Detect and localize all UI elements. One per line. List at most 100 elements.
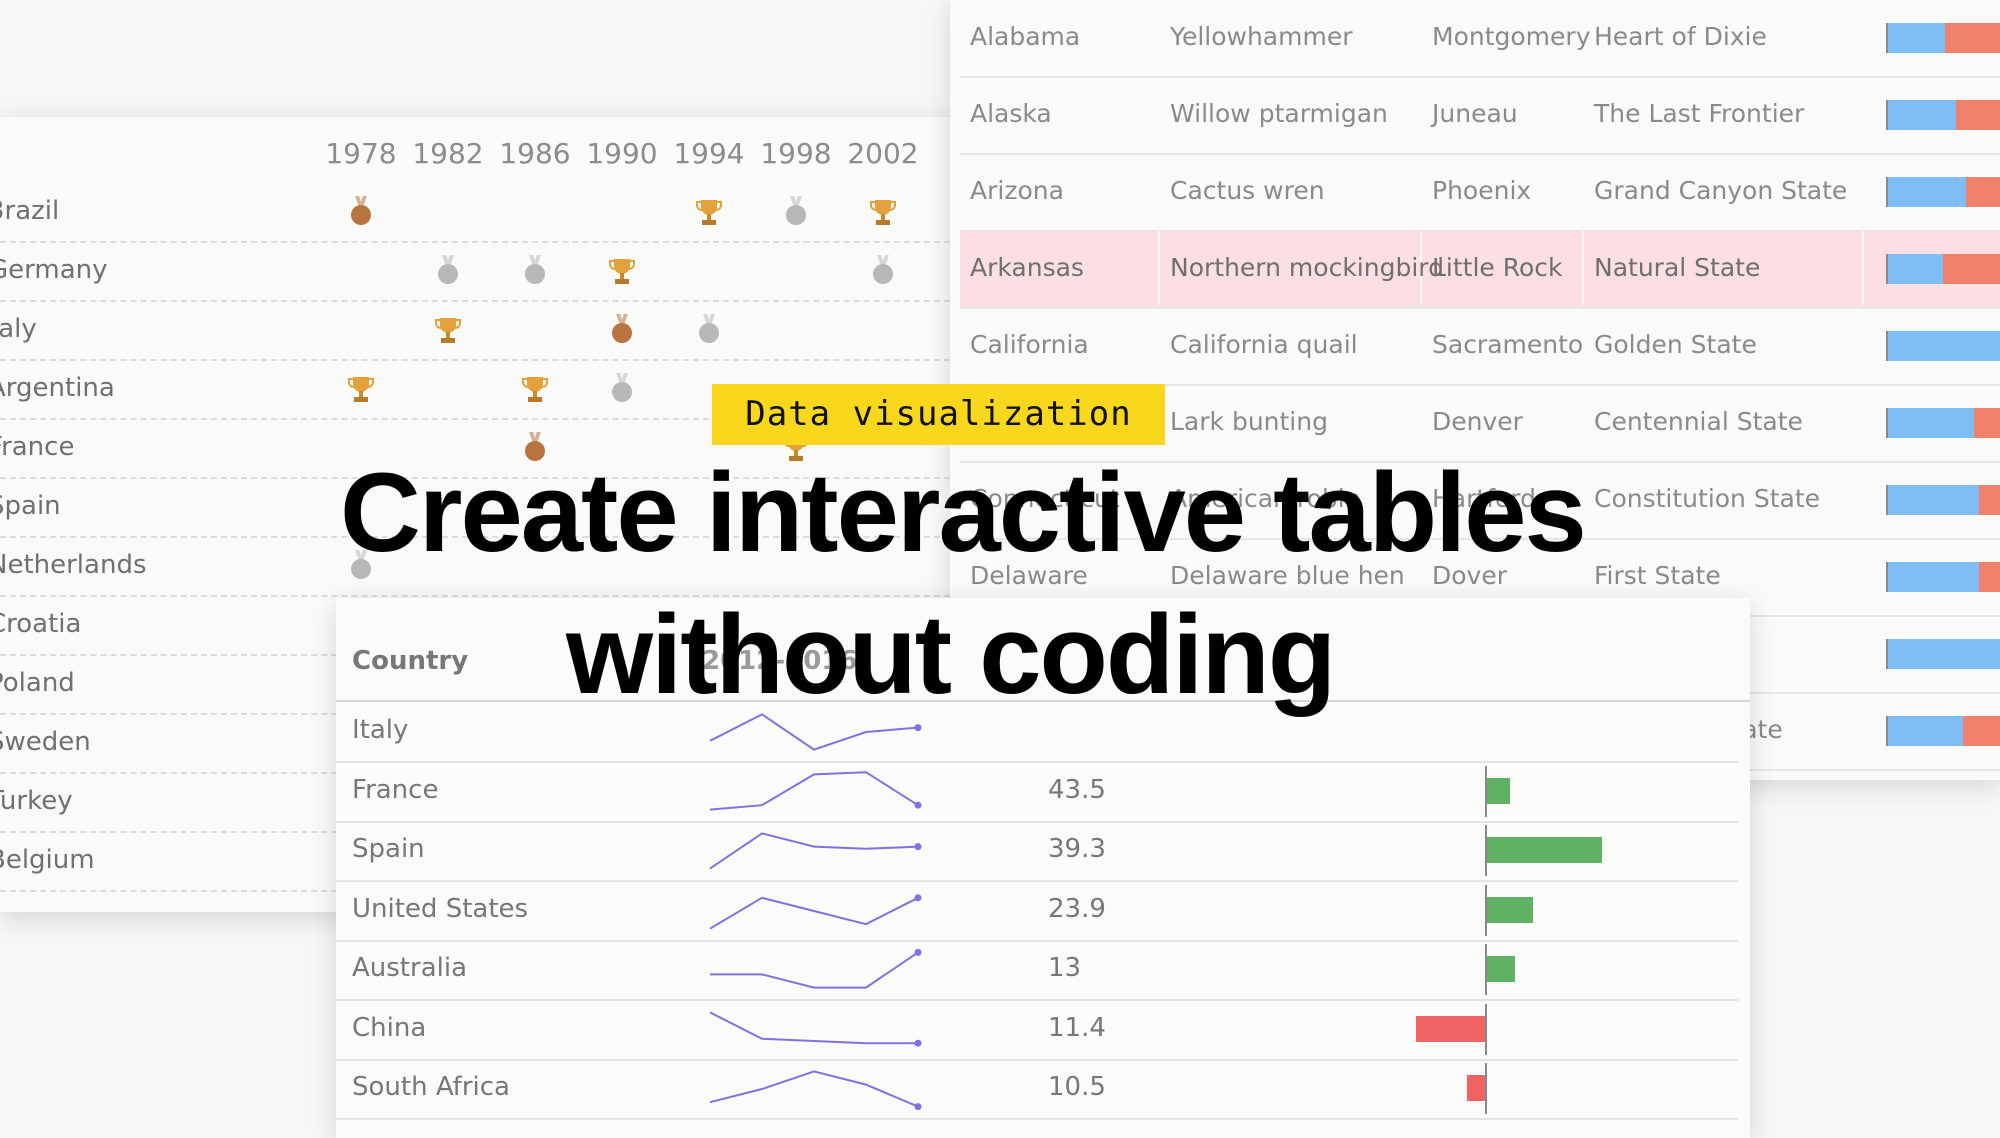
silver-medal-icon (786, 205, 806, 225)
year-header[interactable]: 1998 (760, 137, 832, 170)
trophy-icon (609, 259, 635, 284)
sparkline-path (709, 896, 919, 929)
world-cup-row[interactable]: France (0, 418, 960, 479)
world-cup-row[interactable]: 3razil (0, 182, 960, 243)
country-column-header[interactable]: Country (352, 646, 469, 676)
sparkline-path (709, 1070, 919, 1108)
sparkline-end-dot (914, 801, 922, 809)
sparkline-end-dot (914, 893, 922, 901)
country-row[interactable]: Spain 39.3 (336, 821, 1738, 882)
world-cup-row[interactable]: Germany (0, 241, 960, 302)
country-name: Italy (352, 715, 409, 745)
country-row[interactable]: China 11.4 (336, 1000, 1738, 1061)
world-cup-row[interactable]: Netherlands (0, 536, 960, 597)
bronze-medal-icon (351, 205, 371, 225)
bird-cell: Lark bunting (1170, 407, 1328, 436)
nickname-cell: Golden State (1594, 330, 1757, 359)
trophy-icon (348, 377, 374, 402)
sparkline-end-dot (914, 1039, 922, 1047)
sparkline-path (709, 832, 919, 870)
stacked-bar (1886, 177, 2000, 207)
bird-cell: Delaware blue hen (1170, 561, 1405, 590)
country-row[interactable]: South Africa 10.5 (336, 1059, 1738, 1120)
world-cup-row[interactable]: Spain (0, 477, 960, 538)
year-header[interactable]: 1986 (499, 137, 571, 170)
blue-segment (1888, 331, 2000, 361)
capital-cell: Little Rock (1422, 231, 1584, 305)
state-row[interactable]: Alabama Yellowhammer Montgomery Heart of Di… (960, 0, 2000, 78)
red-segment (1963, 716, 2000, 746)
stacked-bar (1886, 408, 2000, 438)
world-cup-row[interactable]: Argentina (0, 359, 960, 420)
state-cell: Connecticut (970, 484, 1120, 513)
sparkline (709, 832, 922, 870)
country-name: United States (352, 893, 529, 924)
country-label: France (0, 432, 75, 462)
nickname-cell: Heart of Dixie (1594, 22, 1767, 51)
bronze-medal-icon (525, 441, 545, 461)
sparkline-column-header[interactable]: 2012-2016 (702, 646, 858, 676)
value-cell: 13 (1048, 953, 1082, 983)
sparkline (709, 893, 922, 929)
bird-cell: Cactus wren (1170, 176, 1325, 205)
state-cell: Delaware (970, 561, 1088, 590)
stacked-bar (1886, 331, 2000, 361)
blue-segment (1888, 100, 1956, 130)
country-row[interactable]: United States 23.9 (336, 881, 1738, 942)
bar-axis (1485, 1063, 1487, 1114)
stacked-bar (1886, 639, 2000, 669)
state-row[interactable]: Connecticut American robin Hartford Constit… (960, 462, 2000, 540)
sparkline-path (709, 713, 919, 751)
stacked-bar (1886, 254, 2000, 284)
sparkline (709, 770, 922, 811)
state-row[interactable]: Delaware Delaware blue hen Dover First Stat… (960, 539, 2000, 617)
state-cell: Arkansas (960, 231, 1160, 305)
blue-segment (1888, 639, 2000, 669)
country-row[interactable]: France 43.5 (336, 762, 1738, 823)
year-header[interactable]: 1978 (325, 137, 397, 170)
country-row[interactable]: Australia 13 (336, 940, 1738, 1001)
sparkline-end-dot (914, 1103, 922, 1111)
state-cell: Arizona (970, 176, 1064, 205)
country-label: Turkey (0, 786, 73, 816)
sparkline-path (709, 770, 919, 811)
blue-segment (1888, 485, 1979, 515)
silver-medal-icon (351, 559, 371, 579)
state-row[interactable]: Arkansas Northern mockingbird Little Rock N… (960, 231, 2000, 309)
bird-cell: California quail (1170, 330, 1358, 359)
silver-medal-icon (525, 264, 545, 284)
stacked-bar (1886, 23, 2000, 53)
bird-cell: Northern mockingbird (1160, 231, 1444, 305)
state-cell: California (970, 330, 1089, 359)
capital-cell: Hartford (1432, 484, 1537, 513)
bar-axis (1485, 765, 1487, 817)
nickname-cell: Constitution State (1594, 484, 1821, 513)
state-row[interactable]: California California quail Sacramento Gold… (960, 308, 2000, 386)
year-header[interactable]: 1994 (673, 137, 745, 170)
country-name: Australia (352, 953, 468, 983)
positive-change-bar (1487, 837, 1602, 863)
stacked-bar (1886, 716, 2000, 746)
red-segment (1945, 23, 2000, 53)
country-label: Spain (0, 491, 61, 521)
sparkline-end-dot (914, 724, 922, 732)
year-header[interactable]: 2002 (847, 137, 919, 170)
country-label: Netherlands (0, 550, 147, 580)
year-header[interactable]: 1982 (412, 137, 484, 170)
state-row[interactable]: Arizona Cactus wren Phoenix Grand Canyon St… (960, 154, 2000, 232)
country-name: France (352, 774, 439, 805)
country-table-header: Country 2012-2016 (336, 598, 1750, 702)
year-header[interactable]: 1990 (586, 137, 658, 170)
sparkline (709, 1011, 922, 1047)
state-row[interactable]: Alaska Willow ptarmigan Juneau The Last Fro… (960, 77, 2000, 155)
red-segment (1979, 485, 2000, 515)
blue-segment (1888, 716, 1963, 746)
world-cup-row[interactable]: taly (0, 300, 960, 361)
country-row[interactable]: Italy (336, 702, 1738, 763)
bird-cell: Yellowhammer (1170, 22, 1353, 51)
negative-change-bar (1466, 1075, 1485, 1101)
country-label: Poland (0, 668, 75, 698)
headline-line-2: without coding (566, 592, 1336, 717)
country-label: taly (0, 314, 37, 344)
